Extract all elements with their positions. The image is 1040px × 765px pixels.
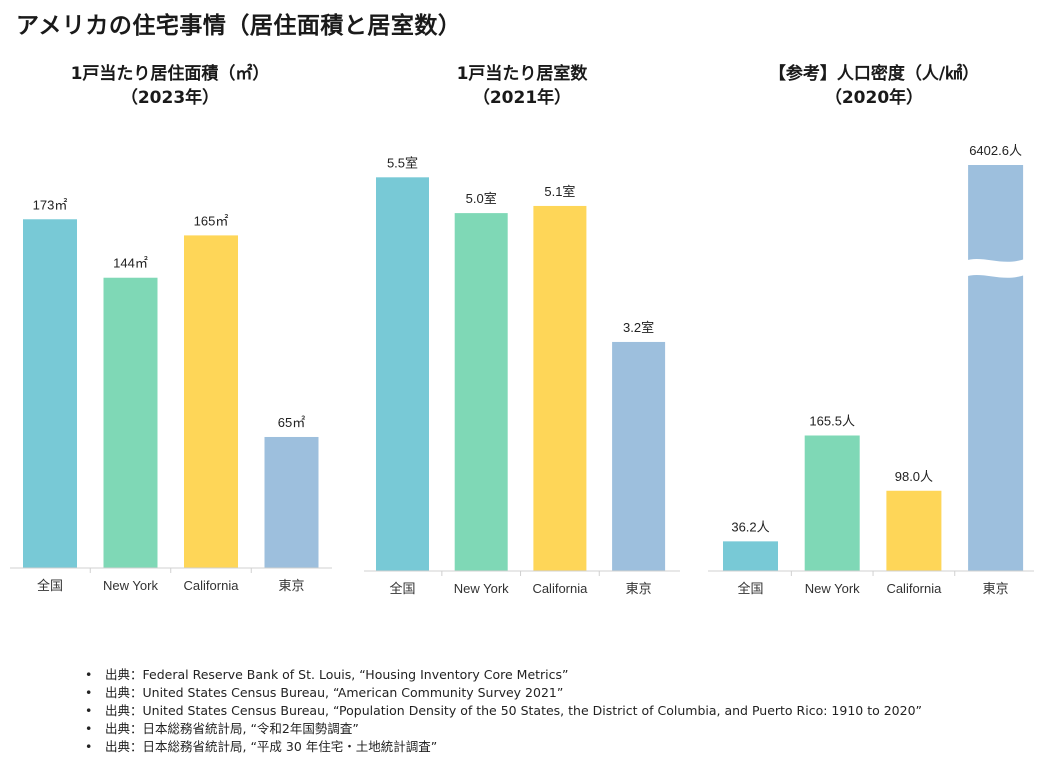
category-label-national: 全国: [389, 581, 415, 596]
bar-tokyo: [264, 436, 319, 568]
category-label-california: California: [532, 581, 588, 596]
category-label-new-york: New York: [805, 581, 860, 596]
data-label-new-york: 144㎡: [113, 256, 148, 271]
data-label-california: 5.1室: [544, 184, 575, 199]
data-label-tokyo: 65㎡: [278, 415, 305, 430]
chart2-title-line2: （2021年）: [472, 88, 572, 108]
bar-national: [23, 219, 77, 568]
bar-new-york: [454, 213, 508, 571]
bar-national: [723, 541, 778, 571]
chart1-title: 1戸当たり居住面積（㎡） （2023年）: [10, 62, 330, 110]
page-title: アメリカの住宅事情（居住面積と居室数）: [16, 13, 462, 39]
data-label-new-york: 5.0室: [466, 191, 497, 206]
chart2-title-line1: 1戸当たり居室数: [456, 64, 588, 84]
chart1-title-line2: （2023年）: [120, 88, 220, 108]
source-item: 出典：Federal Reserve Bank of St. Louis, “H…: [85, 666, 922, 684]
source-item: 出典：日本総務省統計局, “平成 30 年住宅・土地統計調査”: [85, 738, 922, 756]
chart3-title-line2: （2020年）: [824, 88, 924, 108]
category-label-california: California: [886, 581, 942, 596]
bar-national: [376, 177, 429, 571]
data-label-national: 173㎡: [33, 197, 68, 212]
data-label-california: 165㎡: [194, 213, 229, 228]
bar-tokyo: [612, 341, 666, 571]
category-label-tokyo: 東京: [278, 578, 304, 593]
chart2-title: 1戸当たり居室数 （2021年）: [362, 62, 682, 110]
chart3-title: 【参考】人口密度（人/㎢） （2020年）: [712, 62, 1036, 110]
category-label-new-york: New York: [103, 578, 158, 593]
source-item: 出典：日本総務省統計局, “令和2年国勢調査”: [85, 720, 922, 738]
bar-tokyo: [968, 165, 1024, 571]
category-label-national: 全国: [737, 581, 763, 596]
sources-list: 出典：Federal Reserve Bank of St. Louis, “H…: [85, 666, 922, 756]
bar-california: [886, 490, 942, 571]
chart3-title-line1: 【参考】人口密度（人/㎢）: [768, 64, 980, 84]
category-label-california: California: [184, 578, 240, 593]
axis-break-mark: [964, 258, 1028, 278]
bar-california: [184, 235, 238, 568]
bar-new-york: [103, 277, 158, 568]
data-label-california: 98.0人: [895, 469, 933, 484]
category-label-national: 全国: [37, 578, 63, 593]
bar-california: [533, 205, 587, 571]
data-label-national: 5.5室: [387, 155, 418, 170]
source-item: 出典：United States Census Bureau, “Populat…: [85, 702, 922, 720]
category-label-new-york: New York: [454, 581, 509, 596]
data-label-national: 36.2人: [731, 519, 769, 534]
source-item: 出典：United States Census Bureau, “America…: [85, 684, 922, 702]
data-label-tokyo: 3.2室: [623, 320, 654, 335]
data-label-new-york: 165.5人: [809, 413, 855, 428]
category-label-tokyo: 東京: [626, 581, 652, 596]
bar-new-york: [804, 435, 860, 571]
category-label-tokyo: 東京: [983, 581, 1009, 596]
data-label-tokyo: 6402.6人: [969, 143, 1022, 158]
chart1-title-line1: 1戸当たり居住面積（㎡）: [70, 64, 270, 84]
